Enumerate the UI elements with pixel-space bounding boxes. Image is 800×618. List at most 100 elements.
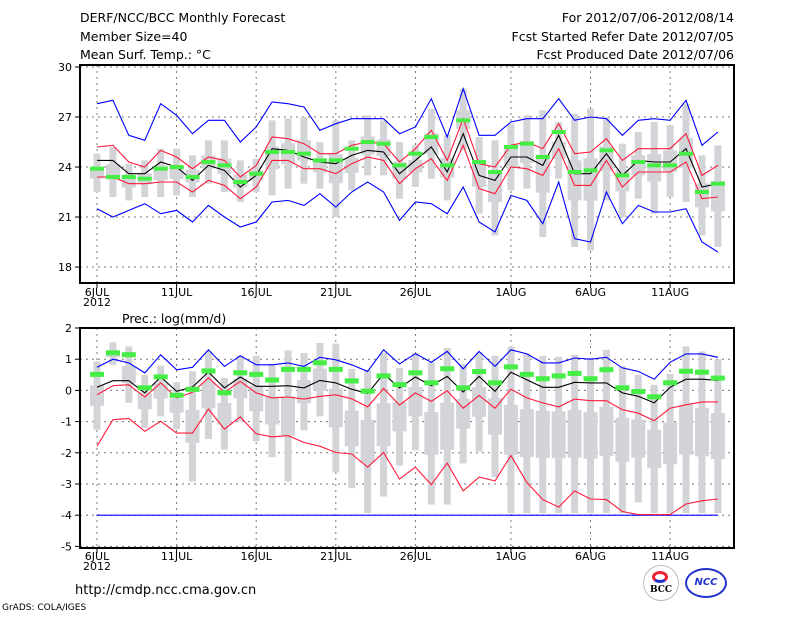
observed-mark: [265, 377, 280, 383]
x-tick-label: 11AUG: [651, 550, 689, 563]
observed-mark: [710, 375, 725, 381]
ensemble-quartile-box: [694, 407, 709, 457]
ensemble-quartile-box: [265, 396, 280, 425]
x-tick-label: 6JUL: [85, 550, 110, 563]
ensemble-quartile-box: [519, 409, 534, 458]
ensemble-quartile-box: [185, 409, 200, 443]
observed-mark: [312, 360, 327, 366]
observed-mark: [663, 380, 678, 386]
y-tick-label: -2: [61, 447, 72, 460]
observed-mark: [376, 141, 391, 146]
ensemble-quartile-box: [153, 383, 168, 399]
observed-mark: [217, 163, 232, 168]
observed-mark: [344, 378, 359, 384]
series-min-line: [96, 180, 719, 253]
plot-frame: [79, 64, 735, 284]
grads-credit: GrADS: COLA/IGES: [2, 603, 87, 613]
ensemble-quartile-box: [312, 368, 327, 391]
series-upper-line: [96, 377, 718, 422]
observed-mark: [265, 150, 280, 155]
observed-mark: [296, 366, 311, 372]
observed-mark: [296, 151, 311, 156]
ensemble-quartile-box: [615, 169, 630, 192]
observed-mark: [312, 158, 327, 163]
observed-mark: [360, 140, 375, 145]
y-tick-label: 30: [58, 61, 72, 74]
observed-mark: [472, 160, 487, 165]
ensemble-quartile-box: [647, 154, 662, 182]
y-tick-label: 27: [58, 111, 72, 124]
observed-mark: [201, 160, 216, 165]
ensemble-quartile-box: [567, 410, 582, 458]
x-tick-label: 6AUG: [575, 550, 606, 563]
ensemble-quartile-box: [376, 403, 391, 447]
observed-mark: [567, 170, 582, 175]
observed-mark: [488, 170, 502, 175]
ensemble-quartile-box: [583, 412, 598, 459]
x-tick-label: 26JUL: [400, 550, 432, 563]
ensemble-quartile-box: [679, 404, 694, 455]
observed-mark: [392, 382, 407, 388]
ensemble-quartile-box: [551, 411, 566, 459]
ensemble-quartile-box: [710, 180, 725, 212]
observed-mark: [408, 151, 423, 156]
observed-mark: [121, 352, 136, 358]
observed-mark: [281, 366, 296, 372]
observed-mark: [503, 145, 518, 150]
ensemble-quartile-box: [599, 406, 614, 456]
series-max-line: [96, 348, 719, 380]
y-tick-label: 2: [65, 322, 72, 335]
x-tick-label: 26JUL: [400, 286, 432, 299]
y-tick-label: -3: [61, 478, 72, 491]
precip-chart-title: Prec.: log(mm/d): [122, 311, 227, 326]
observed-mark: [440, 163, 455, 168]
observed-mark: [519, 141, 534, 146]
observed-mark: [647, 394, 662, 400]
series-max-line: [96, 86, 719, 147]
ensemble-quartile-box: [217, 403, 232, 425]
ensemble-quartile-box: [137, 393, 152, 410]
observed-mark: [249, 371, 264, 377]
observed-mark: [631, 389, 646, 395]
ensemble-quartile-box: [631, 419, 646, 458]
x-tick-label: 21JUL: [320, 550, 352, 563]
x-tick-label: 16JUL: [240, 550, 272, 563]
ensemble-quartile-box: [488, 173, 502, 203]
series-lower-line: [97, 143, 718, 200]
observed-mark: [105, 175, 120, 180]
series-mean-line: [97, 132, 719, 188]
observed-mark: [679, 368, 694, 374]
observed-mark: [567, 370, 582, 376]
ensemble-quartile-box: [281, 396, 296, 436]
ensemble-quartile-box: [121, 176, 136, 188]
ensemble-quartile-box: [344, 157, 359, 173]
ncc-logo-text: NCC: [694, 577, 718, 588]
observed-mark: [90, 371, 104, 377]
ensemble-quartile-box: [567, 160, 582, 201]
ensemble-quartile-box: [201, 382, 216, 409]
ensemble-quartile-box: [663, 422, 678, 465]
observed-mark: [488, 380, 502, 386]
x-tick-label: 11AUG: [651, 286, 689, 299]
ensemble-quartile-box: [472, 387, 487, 417]
observed-mark: [153, 166, 168, 171]
ensemble-quartile-box: [710, 413, 725, 460]
observed-mark: [456, 385, 471, 391]
ensemble-quartile-box: [440, 402, 455, 450]
observed-mark: [599, 367, 614, 373]
observed-mark: [105, 350, 120, 356]
observed-mark: [472, 369, 487, 375]
ensemble-quartile-box: [535, 410, 550, 458]
footer-url[interactable]: http://cmdp.ncc.cma.gov.cn: [75, 583, 257, 598]
ensemble-quartile-box: [249, 385, 264, 412]
y-tick-label: 0: [65, 384, 72, 397]
observed-mark: [535, 155, 550, 160]
observed-mark: [456, 118, 471, 123]
observed-mark: [153, 374, 168, 380]
ensemble-quartile-box: [424, 412, 439, 455]
observed-mark: [535, 376, 550, 382]
observed-mark: [551, 130, 566, 135]
observed-mark: [281, 150, 296, 155]
observed-mark: [121, 175, 136, 180]
